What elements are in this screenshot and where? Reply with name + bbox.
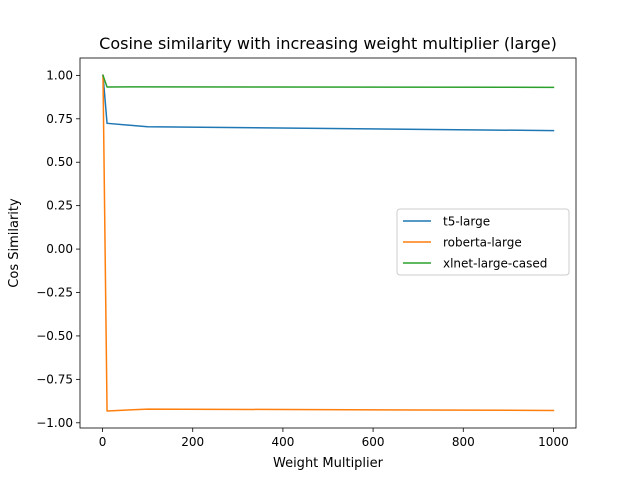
chart-title: Cosine similarity with increasing weight… xyxy=(99,34,557,53)
y-tick-label: −0.25 xyxy=(36,286,73,300)
x-tick-label: 400 xyxy=(271,435,294,449)
x-tick-label: 600 xyxy=(362,435,385,449)
x-tick-label: 0 xyxy=(99,435,107,449)
x-tick-label: 1000 xyxy=(538,435,569,449)
y-tick-label: 0.00 xyxy=(46,242,73,256)
y-axis-label: Cos Similarity xyxy=(7,198,22,288)
plot-area xyxy=(102,74,555,412)
y-axis-ticks: 1.00 0.75 0.50 0.25 0.00 −0.25 −0.50 −0.75 −1.00 xyxy=(36,68,80,430)
x-tick-label: 800 xyxy=(452,435,475,449)
legend-label: xlnet-large-cased xyxy=(443,257,547,271)
legend-label: roberta-large xyxy=(443,236,522,250)
y-tick-label: 0.50 xyxy=(46,155,73,169)
legend-label: t5-large xyxy=(443,215,490,229)
series-line-0 xyxy=(102,74,555,132)
y-tick-label: −0.75 xyxy=(36,372,73,386)
x-axis-label: Weight Multiplier xyxy=(273,456,384,471)
series-line-2 xyxy=(102,74,555,89)
y-tick-label: 1.00 xyxy=(46,68,73,82)
y-tick-label: 0.25 xyxy=(46,199,73,213)
series-line-1 xyxy=(102,74,555,412)
axes-frame xyxy=(79,57,577,429)
x-axis-ticks: 0 200 400 600 800 1000 xyxy=(99,428,569,449)
y-tick-label: −1.00 xyxy=(36,416,73,430)
legend: t5-large roberta-large xlnet-large-cased xyxy=(396,208,570,276)
x-tick-label: 200 xyxy=(181,435,204,449)
y-tick-label: 0.75 xyxy=(46,112,73,126)
y-tick-label: −0.50 xyxy=(36,329,73,343)
legend-frame xyxy=(396,208,570,276)
